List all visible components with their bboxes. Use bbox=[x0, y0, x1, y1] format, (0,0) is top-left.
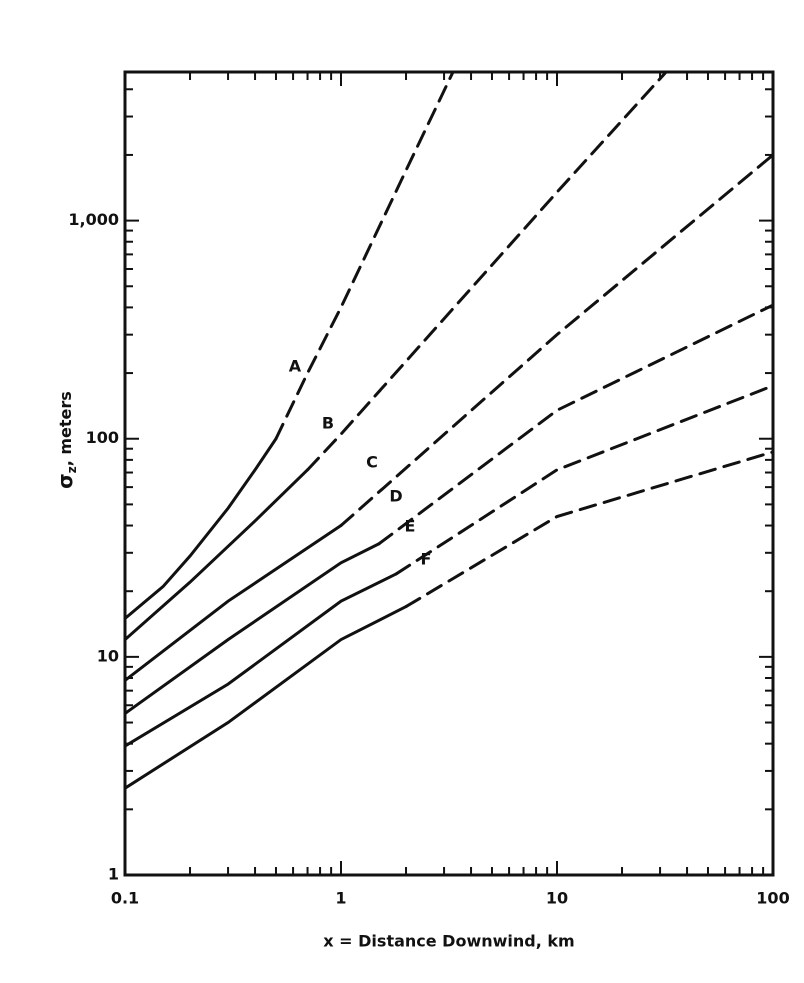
curve-dashed bbox=[306, 72, 668, 472]
curve-label: D bbox=[389, 487, 402, 506]
curve-dashed bbox=[394, 384, 773, 576]
curve-solid bbox=[125, 437, 278, 620]
curve-solid bbox=[125, 572, 398, 748]
y-label-text: , meters bbox=[56, 391, 75, 466]
y-label-symbol: σ bbox=[53, 473, 77, 489]
curve-label: E bbox=[405, 517, 416, 536]
curve-label: A bbox=[289, 357, 302, 376]
curve-label: C bbox=[366, 453, 378, 472]
curve-dashed bbox=[377, 303, 773, 546]
curve-solid bbox=[125, 605, 408, 790]
plot-frame bbox=[123, 70, 775, 877]
y-tick-label: 10 bbox=[97, 646, 119, 665]
curve-label: B bbox=[322, 414, 334, 433]
y-tick-label: 1,000 bbox=[68, 210, 119, 229]
x-tick-label: 10 bbox=[546, 889, 568, 908]
curve-dashed bbox=[274, 72, 455, 441]
curve-solid bbox=[125, 524, 343, 682]
curve-dashed bbox=[404, 450, 773, 609]
x-tick-label: 1 bbox=[335, 889, 346, 908]
y-axis-label: σz, meters bbox=[53, 391, 79, 489]
curve-label: F bbox=[421, 550, 432, 569]
y-tick-label: 1 bbox=[108, 865, 119, 884]
curve-dashed bbox=[339, 153, 773, 528]
x-tick-label: 100 bbox=[756, 889, 789, 908]
x-tick-label: 0.1 bbox=[111, 889, 139, 908]
y-label-subscript: z bbox=[65, 466, 79, 473]
curve-solid bbox=[125, 468, 310, 642]
curve-solid bbox=[125, 542, 381, 716]
y-tick-label: 100 bbox=[86, 428, 119, 447]
x-axis-label: x = Distance Downwind, km bbox=[323, 932, 574, 951]
